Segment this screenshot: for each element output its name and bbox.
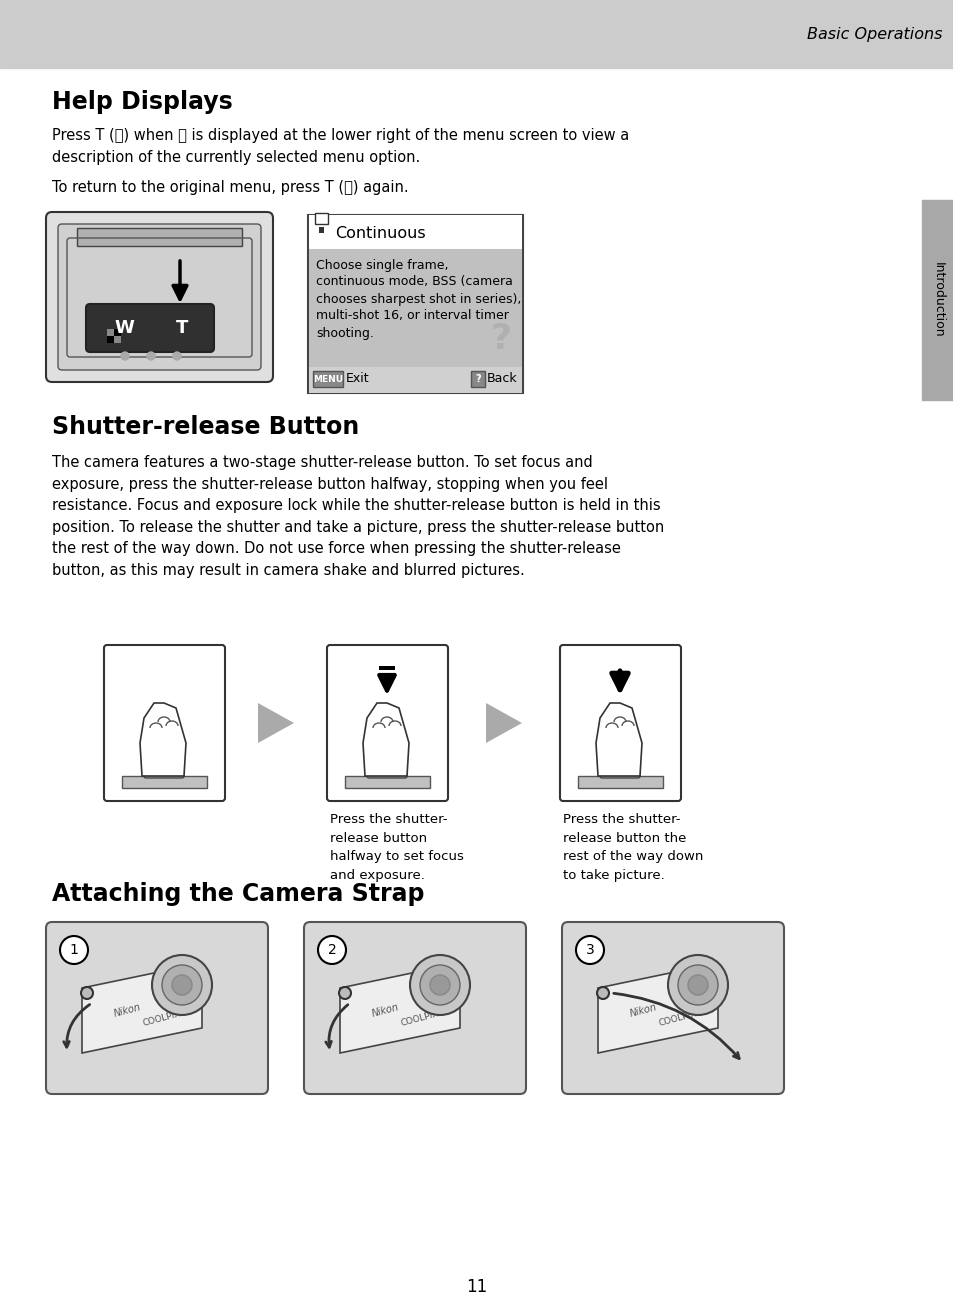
Text: continuous mode, BSS (camera: continuous mode, BSS (camera [315,276,513,289]
Polygon shape [596,703,641,777]
Bar [122,777,207,788]
Text: COOLPIX: COOLPIX [142,1009,182,1028]
Text: 2: 2 [327,943,336,957]
Bar [378,674,395,678]
Polygon shape [363,703,409,777]
Text: Press the shutter-
release button the
rest of the way down
to take picture.: Press the shutter- release button the re… [562,813,702,882]
Circle shape [338,987,351,999]
Circle shape [147,352,154,360]
Circle shape [81,987,92,999]
Circle shape [152,955,212,1014]
FancyBboxPatch shape [46,922,268,1095]
Bar [309,215,521,248]
Bar [345,777,430,788]
Circle shape [317,936,346,964]
Text: Back: Back [486,372,517,385]
Bar [107,328,113,336]
FancyBboxPatch shape [58,223,261,371]
Circle shape [597,987,608,999]
FancyBboxPatch shape [86,304,213,352]
Text: T: T [175,319,188,336]
FancyBboxPatch shape [327,645,448,802]
FancyBboxPatch shape [304,922,525,1095]
Text: Qⓗ: Qⓗ [165,327,182,340]
Bar [113,336,121,343]
FancyBboxPatch shape [599,758,639,778]
Bar [921,200,953,399]
Circle shape [667,955,727,1014]
Text: ?: ? [490,322,511,356]
Circle shape [419,964,459,1005]
Bar [318,227,324,233]
Text: 3: 3 [585,943,594,957]
Circle shape [121,352,129,360]
Text: multi-shot 16, or interval timer: multi-shot 16, or interval timer [315,310,508,322]
Polygon shape [140,703,186,777]
Circle shape [430,975,450,995]
Bar [77,229,242,246]
Bar [0,0,953,68]
Circle shape [172,975,192,995]
Bar [113,328,121,336]
Text: Attaching the Camera Strap: Attaching the Camera Strap [52,882,424,905]
Bar [309,248,521,367]
Text: Continuous: Continuous [335,226,425,240]
Text: Exit: Exit [346,372,369,385]
Text: Basic Operations: Basic Operations [806,26,942,42]
Circle shape [60,936,88,964]
Text: Introduction: Introduction [930,263,943,338]
Circle shape [678,964,718,1005]
Bar [471,371,484,388]
Text: description of the currently selected menu option.: description of the currently selected me… [52,150,420,166]
Text: COOLPIX: COOLPIX [399,1009,439,1028]
Polygon shape [339,963,459,1053]
Bar [309,367,521,393]
Bar [313,371,343,388]
Text: 1: 1 [70,943,78,957]
Circle shape [687,975,707,995]
Text: chooses sharpest shot in series),: chooses sharpest shot in series), [315,293,521,305]
Text: Choose single frame,: Choose single frame, [315,259,448,272]
FancyBboxPatch shape [559,645,680,802]
Text: MENU: MENU [313,374,343,384]
Text: The camera features a two-stage shutter-release button. To set focus and
exposur: The camera features a two-stage shutter-… [52,455,663,578]
Text: Nikon: Nikon [628,1003,657,1020]
Text: Nikon: Nikon [370,1003,399,1020]
Text: Nikon: Nikon [112,1003,142,1020]
Circle shape [172,352,181,360]
Text: To return to the original menu, press T (ⓗ) again.: To return to the original menu, press T … [52,180,408,194]
Polygon shape [257,703,294,742]
FancyBboxPatch shape [104,645,225,802]
Text: Help Displays: Help Displays [52,89,233,114]
Text: Shutter-release Button: Shutter-release Button [52,415,359,439]
Circle shape [410,955,470,1014]
Text: 11: 11 [466,1279,487,1296]
Polygon shape [82,963,202,1053]
Text: Press T (ⓗ) when ⓗ is displayed at the lower right of the menu screen to view a: Press T (ⓗ) when ⓗ is displayed at the l… [52,127,629,143]
Text: Press the shutter-
release button
halfway to set focus
and exposure.: Press the shutter- release button halfwa… [330,813,463,882]
Text: ?: ? [475,374,480,384]
FancyBboxPatch shape [144,758,184,778]
Circle shape [162,964,202,1005]
FancyBboxPatch shape [561,922,783,1095]
Text: shooting.: shooting. [315,326,374,339]
Circle shape [576,936,603,964]
Polygon shape [598,963,718,1053]
FancyBboxPatch shape [367,758,407,778]
Polygon shape [485,703,521,742]
Bar [308,215,522,393]
Text: W: W [114,319,133,336]
Bar [314,213,328,223]
Text: COOLPIX: COOLPIX [658,1009,698,1028]
FancyBboxPatch shape [46,212,273,382]
Bar [378,666,395,670]
Bar [107,336,113,343]
Bar [578,777,662,788]
